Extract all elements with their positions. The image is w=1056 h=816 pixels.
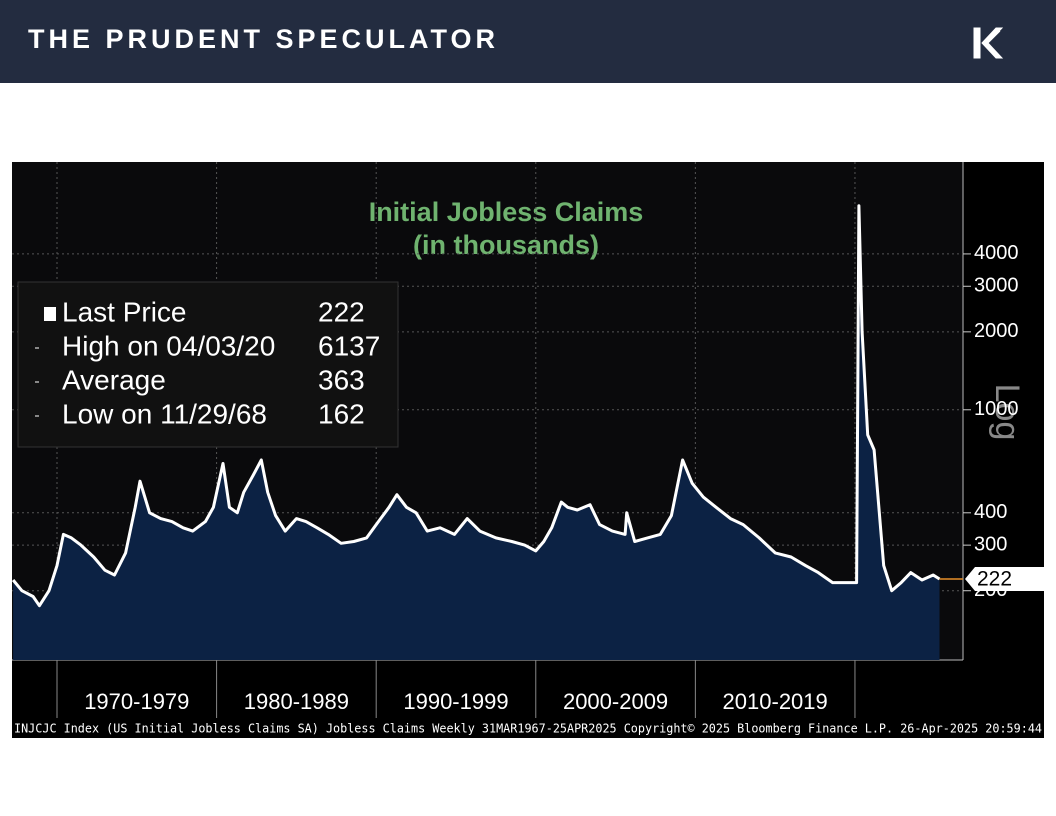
legend-label: High on 04/03/20 [62,330,275,361]
logo [973,27,1004,59]
legend-label: Average [62,364,166,395]
legend-icon [35,347,39,349]
legend-label: Low on 11/29/68 [62,398,267,429]
y-tick-label: 300 [974,533,1007,555]
x-tick-label: 1990-1999 [403,689,508,714]
x-tick-label: 1980-1989 [244,689,349,714]
last-price-label: 222 [977,568,1012,591]
legend-value: 222 [318,296,365,327]
legend-icon [35,415,39,417]
header: THE PRUDENT SPECULATOR [0,0,1056,83]
x-tick-label: 1970-1979 [84,689,189,714]
last-price-box [965,566,1044,591]
y-tick-label: 3000 [974,275,1019,297]
y-tick-label: 1000 [974,398,1019,420]
x-tick-label: 2000-2009 [563,689,668,714]
x-tick-label: 2010-2019 [723,689,828,714]
header-title: THE PRUDENT SPECULATOR [28,24,500,54]
chart-title: Initial Jobless Claims [369,197,644,227]
y-tick-label: 4000 [974,242,1019,264]
y-tick-label: 400 [974,501,1007,523]
legend-label: Last Price [62,296,187,327]
legend-icon [35,381,39,383]
log-label: Log [988,384,1026,441]
area [13,205,940,661]
y-tick-label: 2000 [974,320,1019,342]
footer: INJCJC Index (US Initial Jobless Claims … [14,721,1042,736]
legend-icon [44,307,56,321]
legend-value: 6137 [318,330,380,361]
chart-subtitle: (in thousands) [413,230,599,260]
legend-value: 363 [318,364,365,395]
line [11,204,941,608]
legend-value: 162 [318,398,365,429]
legend-box [17,281,399,448]
